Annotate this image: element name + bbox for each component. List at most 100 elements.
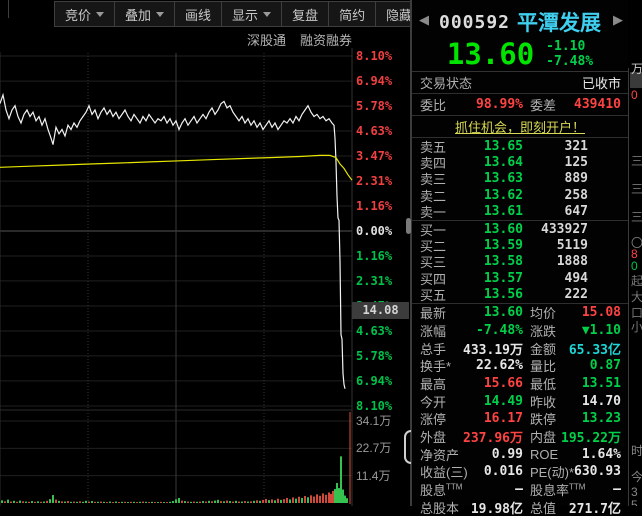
book-price: 13.65 [483, 138, 523, 154]
price-change-percent: -7.48% [546, 54, 594, 69]
bid-row-买五[interactable]: 买五 13.56 222 [412, 287, 628, 303]
volume-bar [118, 502, 120, 503]
book-price: 13.61 [483, 204, 523, 220]
volume-bar [301, 497, 303, 503]
ask-row-卖二[interactable]: 卖二 13.62 258 [412, 187, 628, 204]
volume-bar [109, 501, 111, 503]
ask-row-卖一[interactable]: 卖一 13.61 647 [412, 204, 628, 220]
volume-bar [58, 500, 60, 503]
volume-bar [217, 499, 219, 503]
volume-bar [332, 490, 334, 503]
volume-bar [106, 502, 108, 503]
stat-label: 均价 [530, 306, 557, 322]
volume-bar [334, 489, 336, 503]
stat-label: 涨停 [420, 412, 447, 428]
toolbar-button-显示[interactable]: 显示 [221, 1, 283, 27]
edge-glyph-fragment: 0 [631, 259, 638, 273]
volume-bar [124, 501, 126, 503]
toolbar-button-叠加[interactable]: 叠加 [114, 1, 176, 27]
ask-row-卖四[interactable]: 卖四 13.64 125 [412, 154, 628, 171]
percent-tick-label: 5.78% [356, 348, 393, 363]
volume-bar [190, 501, 192, 503]
toolbar-button-label: 复盘 [292, 7, 319, 23]
price_pct-line [0, 92, 346, 389]
ask-row-卖五[interactable]: 卖五 13.65 321 [412, 138, 628, 155]
percent-tick-label: 4.63% [356, 324, 393, 338]
pane-splitter[interactable] [410, 0, 412, 506]
volume-bar [226, 500, 228, 503]
volume-bar [79, 501, 81, 503]
ask-row-卖三[interactable]: 卖三 13.63 889 [412, 171, 628, 187]
stat-label: 金额 [530, 341, 557, 357]
toolbar-button-简约[interactable]: 简约 [328, 1, 377, 27]
edge-glyph-fragment: 今 [631, 470, 642, 484]
stat-row: 涨幅 -7.48% 涨跌 ▼1.10 [412, 322, 628, 340]
volume-bar [283, 499, 285, 503]
toolbar-button-竞价[interactable]: 竞价 [54, 1, 116, 27]
panel-collapse-icon[interactable] [404, 430, 411, 464]
percent-tick-label: 5.78% [356, 99, 393, 114]
toolbar-button-label: 简约 [339, 7, 366, 23]
volume-bar [7, 499, 9, 503]
volume-bar [220, 501, 222, 503]
volume-bar [187, 501, 189, 503]
volume-bar [223, 501, 225, 503]
volume-bar [31, 501, 33, 503]
stat-label: 跌停 [530, 412, 557, 428]
book-level-label: 买三 [420, 255, 447, 271]
book-volume: 647 [564, 204, 588, 220]
volume-bar [46, 500, 48, 503]
bid-row-买三[interactable]: 买三 13.58 1888 [412, 254, 628, 270]
edge-glyph-fragment: 0 [631, 88, 638, 102]
trade-status-value: 已收市 [581, 76, 621, 91]
timeshare-chart-canvas[interactable] [0, 48, 410, 506]
stats-grid: 最新 13.60 均价 15.08 涨幅 -7.48% 涨跌 ▼1.10 总手 433.19万 金额… [412, 304, 628, 516]
next-stock-icon[interactable]: ▶ [613, 12, 623, 27]
volume-bar [40, 501, 42, 503]
volume-bar [67, 501, 69, 503]
book-level-label: 买二 [420, 239, 447, 255]
book-price: 13.62 [483, 187, 523, 203]
trade-status-label: 交易状态 [420, 76, 473, 91]
volume-bar [238, 501, 240, 503]
intraday-chart[interactable]: 8.10% 6.94% 5.78% 4.63% 3.47% 2.31% 1.16% 0.00%… [0, 48, 410, 506]
toolbar-button-label: 隐藏 [386, 7, 413, 23]
book-level-label: 卖一 [420, 205, 447, 221]
volume-tick-label: 22.7万 [356, 441, 392, 456]
book-level-label: 买一 [420, 222, 447, 238]
volume-bar [274, 500, 276, 503]
volume-bar [298, 496, 300, 503]
volume-bar [295, 498, 297, 503]
bid-row-买四[interactable]: 买四 13.57 494 [412, 270, 628, 287]
volume-bar [184, 501, 186, 503]
stock-code: 000592 [438, 11, 511, 33]
volume-bar [208, 500, 210, 503]
quote-header: ◀ ▶ 000592 平潭发展 13.60 -1.10 -7.48% [412, 0, 628, 72]
prev-stock-icon[interactable]: ◀ [419, 12, 429, 27]
stat-value: — [613, 482, 621, 498]
market-tags: 深股通 融资融券 [0, 30, 410, 48]
weicha-label: 委差 [530, 98, 557, 113]
stat-row: 换手* 22.62% 量比 0.87 [412, 357, 628, 375]
splitter-handle-icon[interactable] [406, 218, 411, 234]
percent-tick-label: 6.94% [356, 373, 393, 388]
market-tag-深股通[interactable]: 深股通 [246, 32, 286, 48]
open-account-link[interactable]: 抓住机会，即刻开户！ [454, 120, 585, 135]
bid-row-买二[interactable]: 买二 13.59 5119 [412, 237, 628, 255]
edge-glyph-fragment: 三 [631, 182, 642, 196]
volume-bar [211, 501, 213, 503]
toolbar-edge-divider [8, 0, 9, 18]
volume-bar [82, 501, 84, 503]
volume-bar [271, 499, 273, 503]
stat-label: 量比 [530, 359, 557, 375]
volume-bar [310, 495, 312, 503]
chevron-down-icon [156, 11, 165, 17]
edge-glyph-fragment: 5 [631, 498, 638, 506]
toolbar-button-画线[interactable]: 画线 [174, 1, 223, 27]
volume-bar [73, 501, 75, 503]
market-tag-融资融券[interactable]: 融资融券 [299, 32, 352, 48]
bid-row-买一[interactable]: 买一 13.60 433927 [412, 221, 628, 238]
edge-glyph-fragment: 小 [631, 320, 642, 334]
volume-bar [265, 498, 267, 503]
toolbar-button-复盘[interactable]: 复盘 [281, 1, 330, 27]
